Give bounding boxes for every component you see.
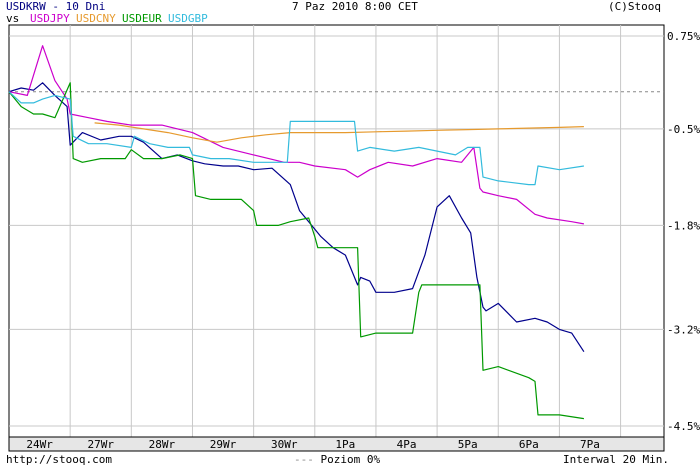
x-tick-label: 24Wr	[26, 438, 53, 451]
series-line-usdjpy	[8, 45, 585, 225]
legend-item-usdcny: USDCNY	[76, 12, 116, 25]
x-tick-label: 1Pa	[335, 438, 355, 451]
baseline-legend: --- Poziom 0%	[294, 453, 380, 466]
series-line-usdkrw	[8, 82, 585, 353]
x-tick-label: 27Wr	[87, 438, 114, 451]
legend-item-usdgbp: USDGBP	[168, 12, 208, 25]
x-tick-label: 30Wr	[271, 438, 298, 451]
series-layer	[8, 45, 585, 420]
x-tick-label: 29Wr	[210, 438, 237, 451]
x-tick-label: 7Pa	[580, 438, 600, 451]
x-tick-label: 6Pa	[519, 438, 539, 451]
series-line-usdcny	[94, 122, 584, 143]
series-line-usdgbp	[8, 91, 584, 186]
y-tick-label: -1.8%	[667, 219, 700, 232]
baseline-label: Poziom 0%	[320, 453, 381, 466]
source-url[interactable]: http://stooq.com	[6, 453, 112, 466]
vs-label: vs	[6, 12, 20, 25]
legend-item-usdeur: USDEUR	[122, 12, 162, 25]
interval-label: Interwal 20 Min.	[563, 453, 669, 466]
x-tick-label: 4Pa	[397, 438, 417, 451]
chart-title: USDKRW - 10 Dni	[6, 0, 106, 13]
plot-frame	[8, 24, 665, 438]
x-tick-label: 28Wr	[149, 438, 176, 451]
x-axis-band	[8, 436, 665, 452]
x-tick-label: 5Pa	[458, 438, 478, 451]
legend-item-usdjpy: USDJPY	[30, 12, 70, 25]
copyright: (C)Stooq	[608, 0, 661, 13]
baseline-dash: ---	[294, 453, 314, 466]
y-tick-label: -4.5%	[667, 420, 700, 433]
y-tick-label: -3.2%	[667, 323, 700, 336]
series-line-usdeur	[8, 82, 584, 420]
grid	[8, 24, 665, 438]
y-tick-label: -0.5%	[667, 123, 700, 136]
axis-layer: 0.75% -0.5% -1.8% -3.2% -4.5% 24Wr 27Wr 28Wr 29W…	[8, 30, 700, 452]
chart-date: 7 Paz 2010 8:00 CET	[292, 0, 418, 13]
y-tick-label: 0.75%	[667, 30, 700, 43]
